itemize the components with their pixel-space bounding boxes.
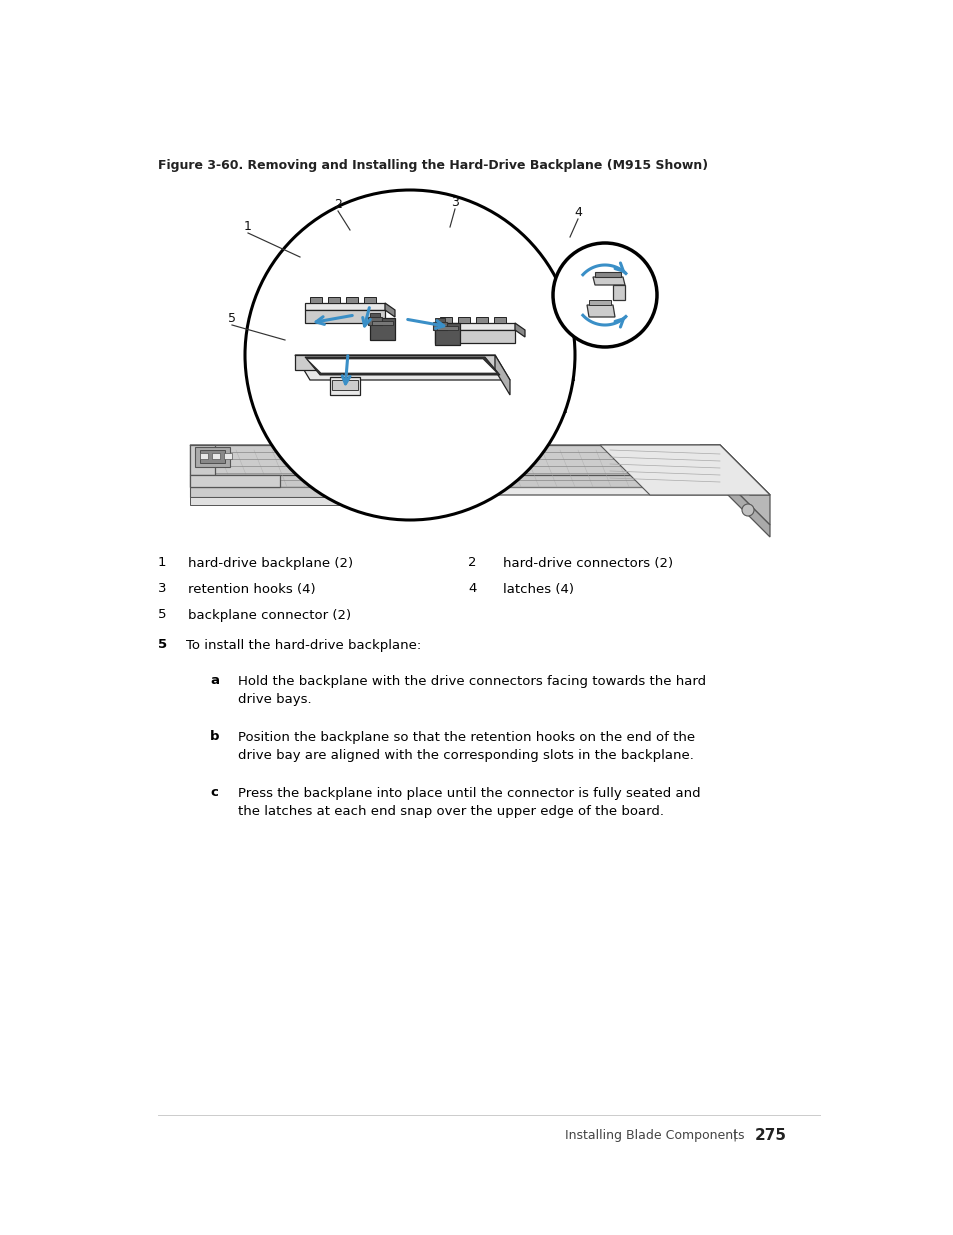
Polygon shape	[190, 445, 214, 475]
Polygon shape	[200, 450, 225, 463]
Polygon shape	[457, 317, 470, 324]
Text: Press the backplane into place until the connector is fully seated and: Press the backplane into place until the…	[237, 787, 700, 799]
Polygon shape	[476, 317, 488, 324]
Text: drive bay are aligned with the corresponding slots in the backplane.: drive bay are aligned with the correspon…	[237, 748, 693, 762]
Polygon shape	[190, 487, 390, 496]
Polygon shape	[212, 453, 220, 459]
Text: 5: 5	[228, 312, 235, 326]
Text: latches (4): latches (4)	[502, 583, 574, 595]
Polygon shape	[495, 354, 510, 395]
Polygon shape	[330, 377, 359, 395]
Text: |: |	[732, 1129, 737, 1141]
Text: 1: 1	[244, 221, 252, 233]
Polygon shape	[599, 445, 769, 495]
Polygon shape	[435, 324, 459, 345]
Polygon shape	[310, 296, 322, 303]
Polygon shape	[435, 324, 515, 330]
Polygon shape	[370, 317, 395, 340]
Text: 4: 4	[574, 206, 581, 220]
Polygon shape	[593, 277, 624, 285]
Text: drive bays.: drive bays.	[237, 693, 312, 705]
Text: 3: 3	[158, 583, 167, 595]
Polygon shape	[435, 317, 444, 322]
Polygon shape	[595, 272, 620, 277]
Text: Figure 3-60.: Figure 3-60.	[158, 158, 243, 172]
Polygon shape	[190, 475, 280, 487]
Text: backplane connector (2): backplane connector (2)	[188, 609, 351, 621]
Polygon shape	[194, 447, 230, 467]
Text: Position the backplane so that the retention hooks on the end of the: Position the backplane so that the reten…	[237, 730, 695, 743]
Text: 275: 275	[754, 1128, 786, 1142]
Polygon shape	[305, 310, 385, 324]
Polygon shape	[190, 475, 720, 487]
Text: hard-drive backplane (2): hard-drive backplane (2)	[188, 557, 353, 569]
Text: 1: 1	[158, 557, 167, 569]
Text: To install the hard-drive backplane:: To install the hard-drive backplane:	[186, 638, 421, 652]
Text: the latches at each end snap over the upper edge of the board.: the latches at each end snap over the up…	[237, 804, 663, 818]
Polygon shape	[332, 380, 357, 390]
Polygon shape	[190, 496, 390, 505]
Polygon shape	[494, 317, 505, 324]
Text: 4: 4	[468, 583, 476, 595]
Polygon shape	[364, 296, 375, 303]
Polygon shape	[307, 359, 497, 373]
Polygon shape	[294, 354, 510, 380]
Polygon shape	[328, 296, 339, 303]
Polygon shape	[372, 321, 393, 325]
Polygon shape	[586, 305, 615, 317]
Text: 2: 2	[468, 557, 476, 569]
Polygon shape	[305, 357, 499, 375]
Text: c: c	[210, 787, 217, 799]
Text: retention hooks (4): retention hooks (4)	[188, 583, 315, 595]
Circle shape	[741, 504, 753, 516]
Polygon shape	[368, 317, 381, 325]
Text: 3: 3	[451, 196, 458, 210]
Text: a: a	[210, 674, 219, 688]
Polygon shape	[305, 303, 385, 310]
Polygon shape	[190, 445, 769, 495]
Text: Removing and Installing the Hard-Drive Backplane (M915 Shown): Removing and Installing the Hard-Drive B…	[230, 158, 707, 172]
Polygon shape	[346, 296, 357, 303]
Polygon shape	[433, 322, 447, 330]
Polygon shape	[700, 445, 769, 495]
Text: 5: 5	[158, 638, 167, 652]
Polygon shape	[435, 330, 515, 343]
Polygon shape	[588, 300, 610, 305]
Polygon shape	[720, 475, 769, 537]
Polygon shape	[190, 445, 720, 475]
Polygon shape	[613, 285, 624, 300]
Polygon shape	[720, 445, 769, 525]
Polygon shape	[200, 453, 208, 459]
Polygon shape	[385, 303, 395, 317]
Text: 5: 5	[158, 609, 167, 621]
Circle shape	[245, 190, 575, 520]
Text: Hold the backplane with the drive connectors facing towards the hard: Hold the backplane with the drive connec…	[237, 674, 705, 688]
Polygon shape	[370, 312, 379, 317]
Polygon shape	[515, 324, 524, 337]
Circle shape	[553, 243, 657, 347]
Polygon shape	[436, 326, 457, 330]
Text: Installing Blade Components: Installing Blade Components	[564, 1129, 743, 1141]
Text: b: b	[210, 730, 219, 743]
Polygon shape	[439, 317, 452, 324]
Polygon shape	[224, 453, 232, 459]
Text: 2: 2	[334, 199, 341, 211]
Text: hard-drive connectors (2): hard-drive connectors (2)	[502, 557, 673, 569]
Polygon shape	[294, 354, 495, 370]
